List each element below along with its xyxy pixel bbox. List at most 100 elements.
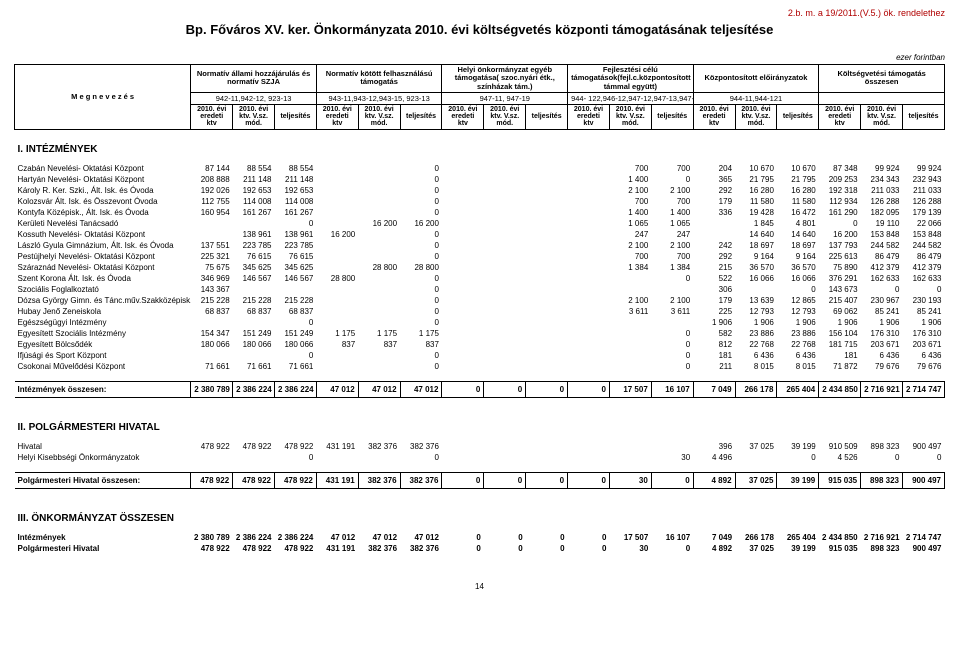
cell: 0	[651, 361, 693, 372]
table-row: Pestújhelyi Nevelési- Oktatási Központ22…	[15, 251, 945, 262]
cell	[526, 295, 568, 306]
cell: 126 288	[861, 196, 903, 207]
cell: 900 497	[902, 473, 944, 489]
cell	[316, 350, 358, 361]
cell: 180 066	[233, 339, 275, 350]
cell	[526, 452, 568, 463]
cell	[526, 185, 568, 196]
cell	[568, 185, 610, 196]
cell	[442, 328, 484, 339]
sub-header: teljesítés	[902, 104, 944, 129]
cell: 215 228	[233, 295, 275, 306]
cell: 17 507	[609, 532, 651, 543]
cell: 28 800	[400, 262, 442, 273]
cell: 582	[693, 328, 735, 339]
cell	[316, 317, 358, 328]
cell: 2 100	[609, 240, 651, 251]
group-code	[819, 92, 945, 104]
cell: 16 200	[316, 229, 358, 240]
cell: 812	[693, 339, 735, 350]
cell: 1 384	[651, 262, 693, 273]
cell	[358, 196, 400, 207]
cell	[526, 328, 568, 339]
cell: 69 062	[819, 306, 861, 317]
cell: 2 100	[609, 295, 651, 306]
cell: 244 582	[861, 240, 903, 251]
cell	[484, 174, 526, 185]
cell: 2 100	[651, 185, 693, 196]
cell	[526, 317, 568, 328]
cell	[442, 196, 484, 207]
cell: 11 580	[735, 196, 777, 207]
cell	[442, 317, 484, 328]
cell: 30	[609, 473, 651, 489]
cell: 1 906	[735, 317, 777, 328]
cell: 265 404	[777, 382, 819, 398]
cell: 71 661	[191, 361, 233, 372]
cell: 234 343	[861, 174, 903, 185]
cell	[484, 163, 526, 174]
cell: 0	[526, 382, 568, 398]
page-title: Bp. Főváros XV. ker. Önkormányzata 2010.…	[14, 22, 945, 37]
cell	[568, 350, 610, 361]
cell: 16 200	[819, 229, 861, 240]
cell	[526, 306, 568, 317]
row-label: Hartyán Nevelési- Oktatási Központ	[15, 174, 191, 185]
cell: 37 025	[735, 543, 777, 554]
table-row: Száraznád Nevelési- Oktatási Központ75 6…	[15, 262, 945, 273]
group-code: 944-11,944-121	[693, 92, 819, 104]
cell: 2 434 850	[819, 532, 861, 543]
cell: 138 961	[275, 229, 317, 240]
section-title: II. POLGÁRMESTERI HIVATAL	[15, 408, 945, 441]
cell: 208 888	[191, 174, 233, 185]
cell	[568, 361, 610, 372]
cell: 478 922	[191, 473, 233, 489]
cell: 0	[400, 251, 442, 262]
cell	[316, 207, 358, 218]
cell	[442, 207, 484, 218]
cell: 211 148	[233, 174, 275, 185]
cell	[358, 361, 400, 372]
row-label: Száraznád Nevelési- Oktatási Központ	[15, 262, 191, 273]
cell: 6 436	[902, 350, 944, 361]
cell: 88 554	[275, 163, 317, 174]
cell: 223 785	[233, 240, 275, 251]
sub-header: 2010. évi eredeti ktv	[693, 104, 735, 129]
cell: 0	[275, 452, 317, 463]
cell	[442, 251, 484, 262]
cell: 2 714 747	[902, 532, 944, 543]
cell: 23 886	[777, 328, 819, 339]
sub-header: 2010. évi ktv. V.sz. mód.	[358, 104, 400, 129]
cell: 19 428	[735, 207, 777, 218]
cell: 203 671	[861, 339, 903, 350]
cell: 346 969	[191, 273, 233, 284]
cell: 478 922	[191, 543, 233, 554]
cell: 146 567	[233, 273, 275, 284]
sub-header: 2010. évi ktv. V.sz. mód.	[484, 104, 526, 129]
cell: 837	[358, 339, 400, 350]
cell: 2 434 850	[819, 382, 861, 398]
cell	[484, 441, 526, 452]
cell: 16 066	[777, 273, 819, 284]
cell	[316, 240, 358, 251]
cell: 478 922	[191, 441, 233, 452]
sub-header: teljesítés	[400, 104, 442, 129]
cell: 179	[693, 295, 735, 306]
cell	[609, 441, 651, 452]
cell: 1 175	[400, 328, 442, 339]
cell: 0	[400, 240, 442, 251]
cell: 16 280	[777, 185, 819, 196]
cell	[358, 452, 400, 463]
cell: 223 785	[275, 240, 317, 251]
cell: 114 008	[233, 196, 275, 207]
cell: 215	[693, 262, 735, 273]
cell: 9 164	[735, 251, 777, 262]
cell	[442, 273, 484, 284]
cell: 182 095	[861, 207, 903, 218]
cell	[735, 452, 777, 463]
cell: 700	[651, 196, 693, 207]
table-row: Helyi Kisebbségi Önkormányzatok00304 496…	[15, 452, 945, 463]
row-label: Kerületi Nevelési Tanácsadó	[15, 218, 191, 229]
cell: 75 675	[191, 262, 233, 273]
cell: 0	[400, 185, 442, 196]
